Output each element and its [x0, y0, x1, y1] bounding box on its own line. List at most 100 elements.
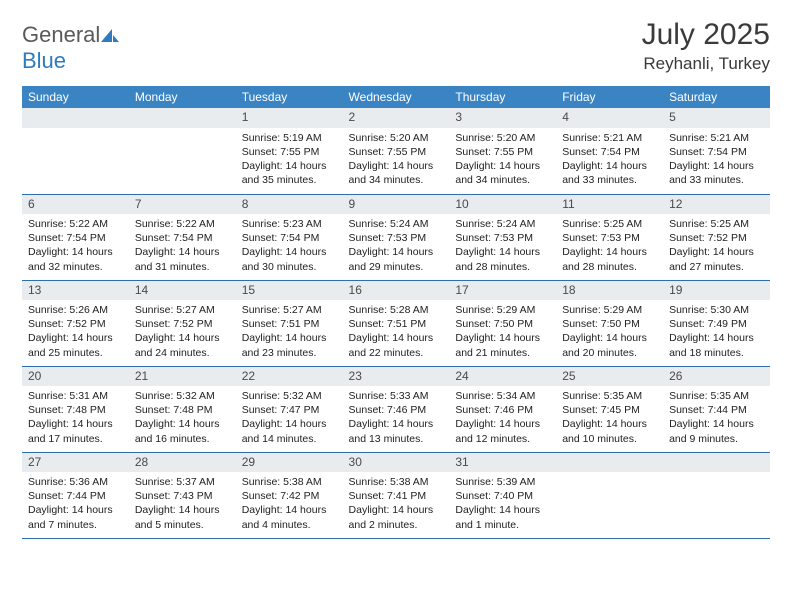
- daynum-empty: [556, 453, 663, 473]
- weekday-header: Wednesday: [343, 86, 450, 108]
- day-content: Sunrise: 5:35 AMSunset: 7:44 PMDaylight:…: [663, 386, 770, 450]
- weekday-header: Saturday: [663, 86, 770, 108]
- day-number: 5: [663, 108, 770, 128]
- day-content: Sunrise: 5:22 AMSunset: 7:54 PMDaylight:…: [22, 214, 129, 278]
- daynum-empty: [22, 108, 129, 128]
- day-number: 20: [22, 367, 129, 387]
- daynum-empty: [129, 108, 236, 128]
- day-number: 13: [22, 281, 129, 301]
- day-cell: 13Sunrise: 5:26 AMSunset: 7:52 PMDayligh…: [22, 280, 129, 366]
- day-cell: 25Sunrise: 5:35 AMSunset: 7:45 PMDayligh…: [556, 366, 663, 452]
- calendar-body: 1Sunrise: 5:19 AMSunset: 7:55 PMDaylight…: [22, 108, 770, 538]
- calendar-row: 1Sunrise: 5:19 AMSunset: 7:55 PMDaylight…: [22, 108, 770, 194]
- day-number: 22: [236, 367, 343, 387]
- weekday-row: SundayMondayTuesdayWednesdayThursdayFrid…: [22, 86, 770, 108]
- day-content: Sunrise: 5:26 AMSunset: 7:52 PMDaylight:…: [22, 300, 129, 364]
- day-cell: 23Sunrise: 5:33 AMSunset: 7:46 PMDayligh…: [343, 366, 450, 452]
- day-cell: 21Sunrise: 5:32 AMSunset: 7:48 PMDayligh…: [129, 366, 236, 452]
- day-number: 17: [449, 281, 556, 301]
- day-number: 28: [129, 453, 236, 473]
- day-content: Sunrise: 5:23 AMSunset: 7:54 PMDaylight:…: [236, 214, 343, 278]
- day-cell: 10Sunrise: 5:24 AMSunset: 7:53 PMDayligh…: [449, 194, 556, 280]
- day-cell: 2Sunrise: 5:20 AMSunset: 7:55 PMDaylight…: [343, 108, 450, 194]
- daynum-empty: [663, 453, 770, 473]
- day-cell: 1Sunrise: 5:19 AMSunset: 7:55 PMDaylight…: [236, 108, 343, 194]
- empty-cell: [556, 452, 663, 538]
- day-number: 16: [343, 281, 450, 301]
- day-number: 12: [663, 195, 770, 215]
- day-number: 23: [343, 367, 450, 387]
- day-cell: 19Sunrise: 5:30 AMSunset: 7:49 PMDayligh…: [663, 280, 770, 366]
- day-number: 29: [236, 453, 343, 473]
- day-content: Sunrise: 5:32 AMSunset: 7:48 PMDaylight:…: [129, 386, 236, 450]
- day-number: 21: [129, 367, 236, 387]
- day-number: 27: [22, 453, 129, 473]
- day-cell: 7Sunrise: 5:22 AMSunset: 7:54 PMDaylight…: [129, 194, 236, 280]
- day-number: 8: [236, 195, 343, 215]
- calendar-table: SundayMondayTuesdayWednesdayThursdayFrid…: [22, 86, 770, 539]
- day-number: 14: [129, 281, 236, 301]
- weekday-header: Tuesday: [236, 86, 343, 108]
- header: GeneralBlue July 2025 Reyhanli, Turkey: [22, 18, 770, 74]
- location: Reyhanli, Turkey: [642, 54, 770, 74]
- day-content: Sunrise: 5:33 AMSunset: 7:46 PMDaylight:…: [343, 386, 450, 450]
- day-content: Sunrise: 5:24 AMSunset: 7:53 PMDaylight:…: [343, 214, 450, 278]
- empty-cell: [129, 108, 236, 194]
- day-cell: 4Sunrise: 5:21 AMSunset: 7:54 PMDaylight…: [556, 108, 663, 194]
- day-number: 19: [663, 281, 770, 301]
- day-number: 4: [556, 108, 663, 128]
- day-content: Sunrise: 5:31 AMSunset: 7:48 PMDaylight:…: [22, 386, 129, 450]
- month-title: July 2025: [642, 18, 770, 52]
- day-content: Sunrise: 5:34 AMSunset: 7:46 PMDaylight:…: [449, 386, 556, 450]
- day-number: 3: [449, 108, 556, 128]
- day-cell: 28Sunrise: 5:37 AMSunset: 7:43 PMDayligh…: [129, 452, 236, 538]
- day-content: Sunrise: 5:35 AMSunset: 7:45 PMDaylight:…: [556, 386, 663, 450]
- weekday-header: Friday: [556, 86, 663, 108]
- day-content: Sunrise: 5:25 AMSunset: 7:53 PMDaylight:…: [556, 214, 663, 278]
- day-number: 25: [556, 367, 663, 387]
- day-content: Sunrise: 5:21 AMSunset: 7:54 PMDaylight:…: [556, 128, 663, 192]
- day-number: 1: [236, 108, 343, 128]
- day-cell: 9Sunrise: 5:24 AMSunset: 7:53 PMDaylight…: [343, 194, 450, 280]
- day-cell: 14Sunrise: 5:27 AMSunset: 7:52 PMDayligh…: [129, 280, 236, 366]
- day-number: 18: [556, 281, 663, 301]
- day-content: Sunrise: 5:20 AMSunset: 7:55 PMDaylight:…: [343, 128, 450, 192]
- day-content: Sunrise: 5:30 AMSunset: 7:49 PMDaylight:…: [663, 300, 770, 364]
- day-number: 9: [343, 195, 450, 215]
- calendar-row: 27Sunrise: 5:36 AMSunset: 7:44 PMDayligh…: [22, 452, 770, 538]
- day-cell: 12Sunrise: 5:25 AMSunset: 7:52 PMDayligh…: [663, 194, 770, 280]
- day-number: 10: [449, 195, 556, 215]
- day-cell: 8Sunrise: 5:23 AMSunset: 7:54 PMDaylight…: [236, 194, 343, 280]
- day-number: 31: [449, 453, 556, 473]
- title-area: July 2025 Reyhanli, Turkey: [642, 18, 770, 74]
- day-content: Sunrise: 5:39 AMSunset: 7:40 PMDaylight:…: [449, 472, 556, 536]
- day-cell: 20Sunrise: 5:31 AMSunset: 7:48 PMDayligh…: [22, 366, 129, 452]
- day-content: Sunrise: 5:32 AMSunset: 7:47 PMDaylight:…: [236, 386, 343, 450]
- weekday-header: Monday: [129, 86, 236, 108]
- day-cell: 11Sunrise: 5:25 AMSunset: 7:53 PMDayligh…: [556, 194, 663, 280]
- logo: GeneralBlue: [22, 18, 120, 74]
- day-cell: 27Sunrise: 5:36 AMSunset: 7:44 PMDayligh…: [22, 452, 129, 538]
- day-cell: 16Sunrise: 5:28 AMSunset: 7:51 PMDayligh…: [343, 280, 450, 366]
- day-cell: 30Sunrise: 5:38 AMSunset: 7:41 PMDayligh…: [343, 452, 450, 538]
- day-content: Sunrise: 5:37 AMSunset: 7:43 PMDaylight:…: [129, 472, 236, 536]
- day-content: Sunrise: 5:38 AMSunset: 7:41 PMDaylight:…: [343, 472, 450, 536]
- day-content: Sunrise: 5:38 AMSunset: 7:42 PMDaylight:…: [236, 472, 343, 536]
- day-number: 11: [556, 195, 663, 215]
- day-content: Sunrise: 5:20 AMSunset: 7:55 PMDaylight:…: [449, 128, 556, 192]
- weekday-header: Sunday: [22, 86, 129, 108]
- empty-cell: [22, 108, 129, 194]
- day-number: 7: [129, 195, 236, 215]
- day-cell: 31Sunrise: 5:39 AMSunset: 7:40 PMDayligh…: [449, 452, 556, 538]
- day-cell: 17Sunrise: 5:29 AMSunset: 7:50 PMDayligh…: [449, 280, 556, 366]
- day-cell: 24Sunrise: 5:34 AMSunset: 7:46 PMDayligh…: [449, 366, 556, 452]
- day-number: 2: [343, 108, 450, 128]
- logo-text: GeneralBlue: [22, 22, 120, 74]
- day-number: 30: [343, 453, 450, 473]
- day-content: Sunrise: 5:24 AMSunset: 7:53 PMDaylight:…: [449, 214, 556, 278]
- logo-word2: Blue: [22, 48, 66, 73]
- day-cell: 5Sunrise: 5:21 AMSunset: 7:54 PMDaylight…: [663, 108, 770, 194]
- day-number: 26: [663, 367, 770, 387]
- day-content: Sunrise: 5:27 AMSunset: 7:51 PMDaylight:…: [236, 300, 343, 364]
- day-cell: 15Sunrise: 5:27 AMSunset: 7:51 PMDayligh…: [236, 280, 343, 366]
